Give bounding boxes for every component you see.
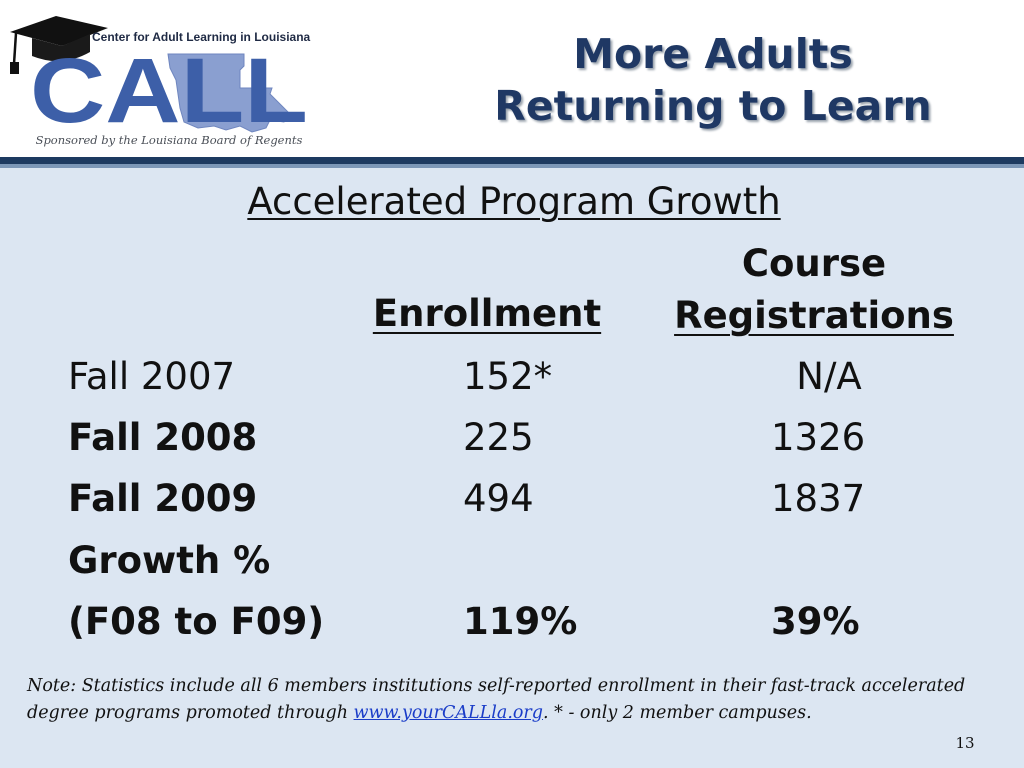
call-wordmark: CALL bbox=[30, 40, 308, 142]
enrollment-value: 225 bbox=[463, 416, 534, 459]
header-enrollment: Enrollment bbox=[356, 288, 618, 340]
footnote: Note: Statistics include all 6 members i… bbox=[27, 673, 1002, 727]
registrations-value: N/A bbox=[796, 355, 862, 398]
row-label: Fall 2009 bbox=[68, 477, 258, 520]
header-enrollment-label: Enrollment bbox=[372, 292, 602, 335]
header-registrations-line1: Course bbox=[741, 242, 887, 285]
website-link[interactable]: www.yourCALLla.org bbox=[353, 703, 543, 723]
page-number: 13 bbox=[955, 734, 975, 752]
org-name: Center for Adult Learning in Louisiana bbox=[92, 30, 311, 44]
enrollment-value: 494 bbox=[463, 477, 534, 520]
header-registrations: Course Registrations bbox=[656, 238, 972, 342]
header-divider-light bbox=[0, 164, 1024, 168]
registrations-value: 1837 bbox=[771, 477, 866, 520]
header-registrations-line2: Registrations bbox=[674, 294, 954, 337]
registrations-value: 1326 bbox=[771, 416, 866, 459]
footnote-suffix: . * - only 2 member campuses. bbox=[543, 703, 812, 723]
title-line-2: Returning to Learn bbox=[494, 82, 932, 130]
slide-title: More Adults Returning to Learn bbox=[430, 28, 996, 132]
enrollment-value: 152* bbox=[463, 355, 553, 398]
table-subtitle: Accelerated Program Growth bbox=[247, 180, 781, 223]
title-line-1: More Adults bbox=[573, 30, 853, 78]
growth-registrations-value: 39% bbox=[771, 600, 860, 643]
sponsor-text: Sponsored by the Louisiana Board of Rege… bbox=[35, 133, 303, 147]
slide-header: Center for Adult Learning in Louisiana C… bbox=[0, 0, 1024, 158]
call-logo: Center for Adult Learning in Louisiana C… bbox=[10, 16, 311, 142]
louisiana-map-icon bbox=[167, 53, 291, 133]
growth-label: Growth % bbox=[68, 539, 271, 582]
growth-enrollment-value: 119% bbox=[463, 600, 578, 643]
growth-period-label: (F08 to F09) bbox=[68, 600, 325, 643]
content-area bbox=[0, 168, 1024, 768]
footnote-text: Note: Statistics include all 6 members i… bbox=[27, 676, 966, 723]
header-divider bbox=[0, 157, 1024, 164]
graduation-cap-icon bbox=[10, 16, 108, 74]
row-label: Fall 2007 bbox=[68, 355, 236, 398]
row-label: Fall 2008 bbox=[68, 416, 258, 459]
